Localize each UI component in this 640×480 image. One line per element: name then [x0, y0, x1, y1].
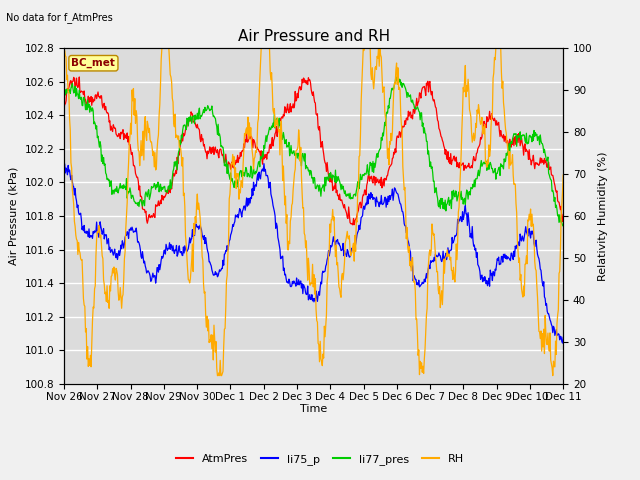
Legend: AtmPres, li75_p, li77_pres, RH: AtmPres, li75_p, li77_pres, RH [172, 450, 468, 469]
Text: No data for f_AtmPres: No data for f_AtmPres [6, 12, 113, 23]
X-axis label: Time: Time [300, 405, 327, 414]
Text: BC_met: BC_met [72, 58, 115, 68]
Y-axis label: Air Pressure (kPa): Air Pressure (kPa) [9, 167, 19, 265]
Title: Air Pressure and RH: Air Pressure and RH [237, 29, 390, 44]
Y-axis label: Relativity Humidity (%): Relativity Humidity (%) [598, 151, 608, 281]
